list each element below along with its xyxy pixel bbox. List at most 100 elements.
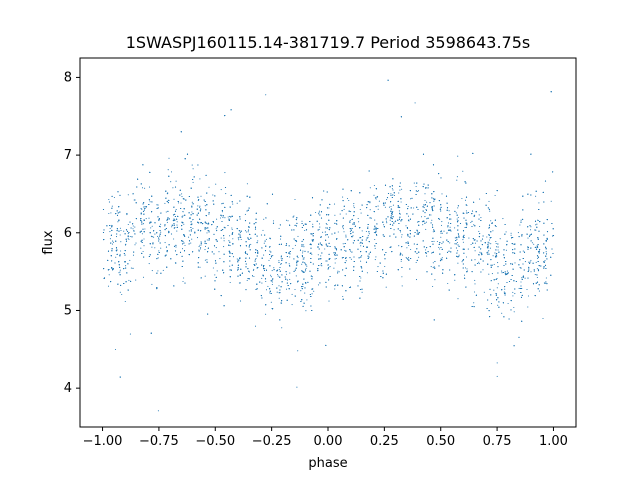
data-point [550, 200, 552, 202]
data-point [110, 212, 112, 214]
data-point [527, 277, 529, 279]
data-point [302, 252, 304, 254]
data-point [530, 226, 532, 228]
data-point [208, 186, 210, 188]
data-point [440, 177, 442, 179]
data-point [454, 237, 456, 239]
data-point [434, 267, 436, 269]
data-point [399, 254, 401, 256]
data-point [168, 157, 170, 159]
data-point [536, 268, 538, 270]
data-point [492, 255, 494, 257]
data-point [188, 236, 190, 238]
data-point [426, 255, 428, 257]
data-point [207, 313, 209, 315]
data-point [478, 263, 480, 265]
data-point [349, 249, 351, 251]
data-point [191, 223, 193, 225]
data-point [373, 194, 375, 196]
data-point [342, 295, 344, 298]
data-point [325, 245, 327, 247]
data-point [535, 229, 537, 231]
data-point [473, 306, 475, 308]
data-point [442, 272, 444, 274]
data-point [174, 215, 176, 218]
data-point [491, 273, 493, 275]
data-point [527, 270, 529, 272]
data-point [223, 240, 225, 242]
data-point [190, 230, 192, 232]
data-point [446, 239, 448, 241]
data-point [458, 236, 460, 238]
data-point [449, 242, 451, 244]
data-point [489, 210, 491, 212]
data-point [345, 260, 347, 262]
data-point [422, 206, 424, 208]
data-point [248, 271, 251, 273]
data-point [263, 265, 265, 267]
data-point [494, 252, 496, 254]
data-point [171, 226, 173, 228]
data-point [385, 286, 387, 288]
data-point [513, 311, 515, 313]
data-point [303, 271, 305, 273]
data-point [479, 251, 481, 253]
data-point [535, 195, 537, 197]
data-point [349, 231, 351, 233]
data-point [297, 257, 299, 259]
data-point [144, 187, 146, 189]
data-point [400, 116, 402, 118]
data-point [401, 254, 404, 256]
data-point [359, 227, 361, 229]
data-point [415, 190, 417, 192]
data-point [413, 235, 415, 237]
data-point [378, 200, 380, 202]
data-point [289, 256, 291, 258]
data-point [264, 267, 266, 270]
data-point [496, 375, 498, 377]
data-point [401, 234, 403, 236]
data-point [416, 252, 418, 254]
data-point [519, 224, 521, 226]
data-point [129, 333, 131, 335]
data-point [521, 294, 523, 296]
data-point [162, 269, 164, 271]
data-point [132, 225, 134, 227]
data-point [430, 266, 432, 268]
data-point [119, 234, 121, 236]
data-point [168, 199, 170, 201]
data-point [223, 237, 225, 239]
data-point [229, 206, 231, 208]
data-point [392, 204, 394, 206]
data-point [183, 198, 185, 200]
data-point [536, 276, 538, 279]
data-point [502, 218, 504, 220]
data-point [389, 219, 391, 221]
data-point [254, 325, 257, 327]
data-point [131, 236, 133, 238]
data-point [212, 200, 214, 202]
data-point [343, 208, 345, 210]
data-point [457, 262, 459, 264]
data-point [218, 251, 220, 253]
data-point [207, 223, 209, 225]
data-point [181, 243, 184, 245]
data-point [192, 213, 194, 215]
data-point [200, 247, 202, 249]
data-point [198, 257, 200, 259]
data-point [115, 236, 118, 238]
data-point [429, 202, 431, 204]
data-point [456, 255, 458, 257]
data-point [215, 228, 217, 230]
data-point [384, 265, 386, 268]
data-point [400, 201, 402, 203]
data-point [302, 283, 304, 285]
data-point [382, 272, 384, 274]
data-point [156, 204, 158, 206]
data-point [393, 229, 395, 231]
data-point [420, 216, 423, 218]
data-point [416, 206, 418, 208]
data-point [285, 288, 288, 290]
data-point [441, 193, 443, 195]
data-point [279, 319, 281, 321]
